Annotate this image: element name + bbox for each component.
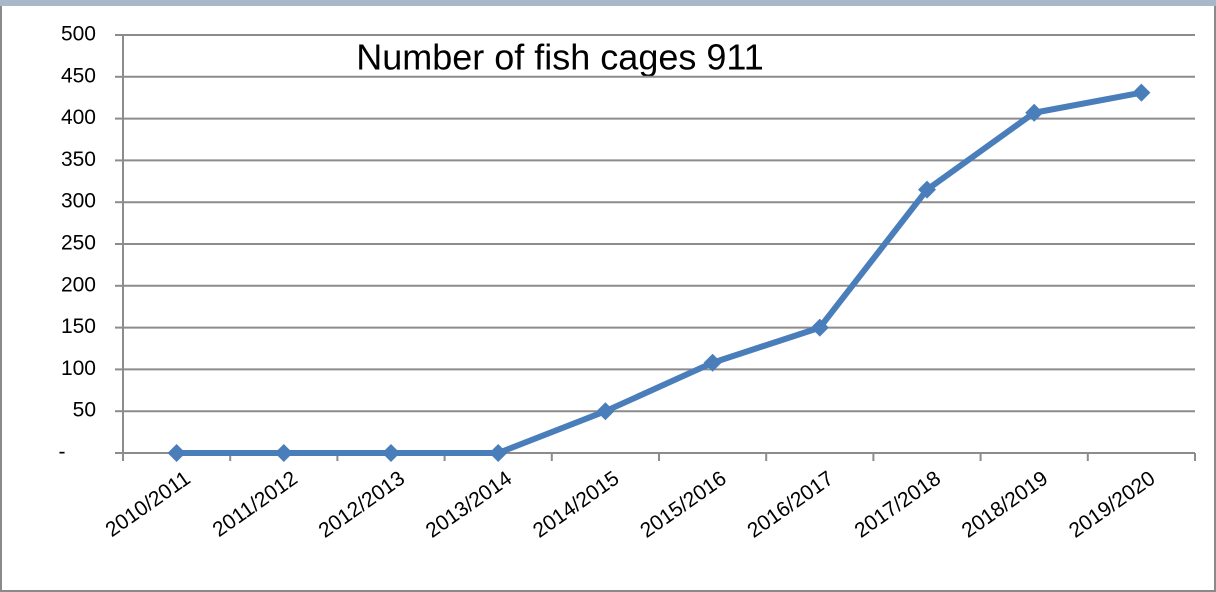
data-marker — [274, 444, 293, 462]
data-marker — [1025, 103, 1044, 122]
data-marker — [703, 353, 722, 372]
y-tick-label: 300 — [61, 190, 96, 213]
chart-title: Number of fish cages 911 — [356, 37, 764, 78]
data-marker — [918, 180, 936, 199]
data-marker — [810, 318, 829, 337]
y-tick-label: 250 — [61, 232, 96, 255]
y-tick-label: 200 — [61, 273, 96, 296]
data-marker — [382, 444, 400, 462]
y-tick-label: 150 — [61, 315, 96, 338]
y-tick-label: 50 — [73, 399, 96, 422]
data-marker — [167, 444, 186, 462]
data-marker — [489, 444, 508, 462]
top-bar — [0, 0, 1216, 6]
y-tick-label: 450 — [61, 64, 96, 87]
data-marker — [596, 402, 615, 421]
y-tick-label: 500 — [61, 23, 96, 46]
y-tick-label: - — [59, 441, 66, 464]
y-tick-label: 350 — [61, 148, 96, 171]
data-marker — [1132, 83, 1151, 102]
data-line — [176, 89, 1142, 456]
y-tick-label: 100 — [61, 357, 96, 380]
y-tick-label: 400 — [61, 106, 96, 129]
